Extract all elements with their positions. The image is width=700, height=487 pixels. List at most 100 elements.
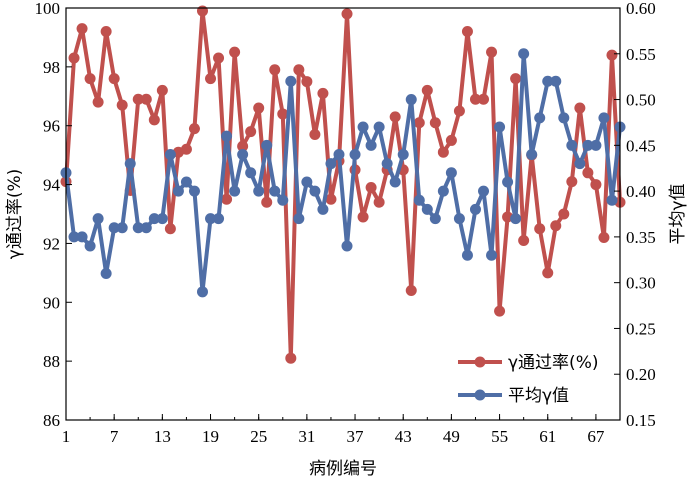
data-point-pass-rate: [148, 114, 160, 126]
data-point-mean-gamma: [341, 240, 353, 252]
x-tick-label: 49: [443, 427, 460, 446]
data-point-pass-rate: [261, 196, 273, 208]
data-point-pass-rate: [301, 76, 313, 88]
data-point-mean-gamma: [285, 75, 297, 87]
data-point-pass-rate: [453, 105, 465, 117]
data-point-pass-rate: [196, 5, 208, 17]
data-point-mean-gamma: [469, 203, 481, 215]
data-point-mean-gamma: [132, 222, 144, 234]
y-right-tick-label: 0.55: [626, 45, 656, 64]
data-point-mean-gamma: [534, 112, 546, 124]
data-point-mean-gamma: [582, 139, 594, 151]
x-tick-label: 25: [250, 427, 267, 446]
data-point-mean-gamma: [413, 194, 425, 206]
y-right-tick-label: 0.25: [626, 319, 656, 338]
data-point-mean-gamma: [261, 139, 273, 151]
data-point-pass-rate: [461, 26, 473, 38]
legend-label-mean-gamma: 平均γ值: [508, 386, 569, 406]
data-point-pass-rate: [558, 208, 570, 220]
data-point-mean-gamma: [478, 185, 490, 197]
data-point-pass-rate: [510, 73, 522, 85]
y-right-tick-label: 0.40: [626, 182, 656, 201]
data-point-mean-gamma: [245, 167, 257, 179]
y-left-tick-label: 88: [43, 352, 60, 371]
data-point-mean-gamma: [293, 213, 305, 225]
legend-marker-pass-rate: [474, 356, 486, 368]
data-point-mean-gamma: [301, 176, 313, 188]
data-point-mean-gamma: [405, 94, 417, 106]
y-axis-right-title: 平均γ值: [668, 183, 688, 244]
data-point-mean-gamma: [76, 231, 88, 243]
legend-marker-mean-gamma: [474, 389, 486, 401]
data-point-pass-rate: [269, 64, 281, 76]
y-left-tick-label: 90: [43, 293, 60, 312]
data-point-mean-gamma: [221, 130, 233, 142]
y-right-tick-label: 0.50: [626, 91, 656, 110]
legend-label-pass-rate: γ通过率(%): [508, 353, 598, 373]
data-point-pass-rate: [245, 126, 257, 138]
data-point-pass-rate: [221, 193, 233, 205]
data-point-pass-rate: [188, 123, 200, 135]
data-point-pass-rate: [205, 73, 217, 85]
data-point-mean-gamma: [253, 185, 265, 197]
data-point-pass-rate: [542, 267, 554, 279]
data-point-pass-rate: [140, 93, 152, 105]
data-point-pass-rate: [550, 220, 562, 232]
data-point-pass-rate: [164, 223, 176, 235]
data-point-pass-rate: [293, 64, 305, 76]
y-axis-left-title: γ通过率(%): [5, 169, 25, 259]
data-point-mean-gamma: [590, 139, 602, 151]
data-point-pass-rate: [76, 23, 88, 35]
x-tick-label: 37: [347, 427, 365, 446]
y-left-tick-label: 92: [43, 234, 60, 253]
data-point-pass-rate: [494, 305, 506, 317]
data-point-mean-gamma: [550, 75, 562, 87]
data-point-mean-gamma: [526, 148, 538, 160]
data-point-mean-gamma: [317, 203, 329, 215]
data-point-pass-rate: [309, 129, 321, 141]
data-point-mean-gamma: [558, 112, 570, 124]
series-line-pass-rate: [64, 8, 622, 361]
data-point-mean-gamma: [277, 194, 289, 206]
data-point-pass-rate: [229, 46, 241, 58]
data-point-mean-gamma: [397, 148, 409, 160]
data-point-pass-rate: [116, 99, 128, 111]
data-point-mean-gamma: [445, 167, 457, 179]
data-point-mean-gamma: [148, 213, 160, 225]
y-right-tick-label: 0.15: [626, 411, 656, 430]
data-point-pass-rate: [518, 234, 530, 246]
x-tick-label: 55: [491, 427, 508, 446]
x-tick-label: 7: [110, 427, 119, 446]
data-point-pass-rate: [606, 49, 618, 61]
data-point-pass-rate: [590, 179, 602, 191]
data-point-pass-rate: [285, 352, 297, 364]
data-point-mean-gamma: [566, 139, 578, 151]
data-point-mean-gamma: [461, 249, 473, 261]
data-point-mean-gamma: [598, 112, 610, 124]
data-point-mean-gamma: [421, 203, 433, 215]
data-point-pass-rate: [478, 93, 490, 105]
data-point-pass-rate: [277, 108, 289, 120]
x-tick-label: 1: [62, 427, 71, 446]
data-point-mean-gamma: [84, 240, 96, 252]
data-point-pass-rate: [389, 111, 401, 123]
data-point-pass-rate: [574, 102, 586, 114]
data-point-pass-rate: [92, 96, 104, 108]
data-point-mean-gamma: [116, 222, 128, 234]
data-point-pass-rate: [437, 146, 449, 158]
data-point-pass-rate: [317, 87, 329, 99]
data-point-mean-gamma: [429, 213, 441, 225]
data-point-pass-rate: [68, 52, 80, 64]
data-point-pass-rate: [100, 26, 112, 38]
data-point-mean-gamma: [518, 48, 530, 60]
data-point-mean-gamma: [510, 213, 522, 225]
data-point-mean-gamma: [389, 176, 401, 188]
data-point-mean-gamma: [325, 158, 337, 170]
data-point-mean-gamma: [349, 148, 361, 160]
legend: γ通过率(%) 平均γ值: [458, 353, 598, 406]
data-point-mean-gamma: [172, 185, 184, 197]
x-tick-label: 67: [587, 427, 605, 446]
x-tick-label: 13: [154, 427, 171, 446]
data-point-pass-rate: [253, 102, 265, 114]
